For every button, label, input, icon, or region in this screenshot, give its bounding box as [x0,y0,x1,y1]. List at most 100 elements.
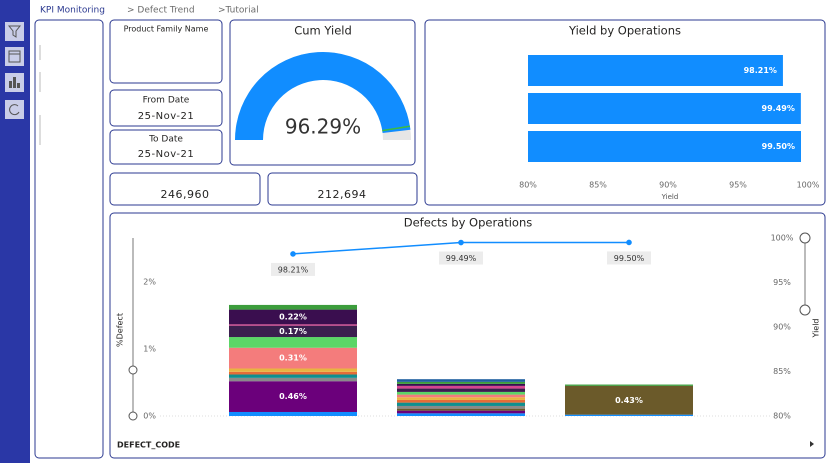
data-label: 0.46% [279,392,307,401]
data-label: 98.21% [744,66,777,75]
stack-segment [229,347,357,369]
stack-segment [397,399,525,403]
stack-segment [229,411,357,416]
stack-segment [397,388,525,392]
slicer-panel [34,19,104,459]
kpi-card [109,172,261,206]
stack-segment [397,408,525,411]
refresh-icon[interactable] [5,100,24,119]
data-label: 0.22% [279,312,307,321]
stack-segment [229,374,357,378]
stack-segment [397,394,525,398]
y-tick-label: 2% [143,278,156,287]
data-label: 98.21% [278,265,309,274]
slicer-label: Product Family Name [124,25,209,34]
stack-segment [397,391,525,395]
hbar-chart: 80% 85% 90% 95% 100% 98.21% 99.49% 99.50% [519,55,820,190]
label-bg [439,251,483,265]
stack-segment [397,385,525,389]
chart-icon[interactable] [5,73,24,92]
stack-segment [229,325,357,338]
slicer-label: From Date [143,96,190,106]
slider-handle[interactable] [799,232,811,244]
slider-handle[interactable] [128,411,138,421]
stack-segment [397,397,525,400]
x-axis-label: Yield [661,193,679,201]
y-tick-label: 1% [143,345,156,354]
y2-tick-label: 90% [773,323,791,332]
stack-segment [229,377,357,382]
stack-segment [229,324,357,326]
bar [528,131,801,162]
card-value: 246,960 [161,188,210,201]
x-tick-label: 95% [729,181,747,190]
stack-segment [565,385,693,415]
sidebar [0,0,30,463]
gauge-target [382,125,411,132]
kpi-card [267,172,418,206]
stack-segment [565,384,693,386]
nav-link[interactable]: >Tutorial [218,6,259,16]
gauge-value: 96.29% [285,115,361,139]
data-label: 99.50% [762,142,795,151]
stack-segment [397,379,525,382]
card-value: 212,694 [318,188,367,201]
stack-segment [229,309,357,325]
stack-segment [397,410,525,414]
nav-link[interactable]: > Defect Trend [127,6,195,16]
y-tick-label: 0% [143,412,156,421]
slicer-value: 25-Nov-21 [138,111,194,122]
line-point [626,239,632,246]
gauge-panel [229,19,416,166]
stack-segment [397,402,525,406]
from-date-slicer[interactable] [109,89,223,127]
x-tick-label: 85% [589,181,607,190]
data-label: 0.43% [615,396,643,405]
chart-title: Defects by Operations [404,216,533,230]
x-tick-label: 90% [659,181,677,190]
defects-panel [109,212,826,459]
gauge-fill [235,52,411,141]
sidebar-gap [30,0,33,463]
bar [528,55,783,86]
y2-tick-label: 95% [773,278,791,287]
slicer-value: 25-Nov-21 [138,149,194,160]
nav-link[interactable]: KPI Monitoring [40,6,105,16]
slicer-label: To Date [148,135,183,145]
chart-title: Cum Yield [294,24,352,38]
product-family-slicer[interactable] [109,19,223,84]
calendar-icon[interactable] [5,47,24,66]
bar [528,93,801,124]
filter-icon[interactable] [5,22,24,41]
y2-tick-label: 100% [771,234,794,243]
y2-tick-label: 85% [773,367,791,376]
slider-handle[interactable] [799,304,811,316]
data-label: 99.50% [614,254,645,263]
combo-chart: 0% 1% 2% 80% 85% 90% 95% 100% 0.46% 0.43% 0.31% 0.1… [143,234,794,421]
y2-tick-label: 80% [773,412,791,421]
slider-handle[interactable] [128,365,138,375]
stack-segment [397,383,525,386]
label-bg [271,262,315,276]
label-bg [607,251,651,265]
data-label: 0.31% [279,354,307,363]
stack-segment [397,381,525,384]
scroll-arrow[interactable] [810,441,814,447]
x-axis-label: DEFECT_CODE [117,441,180,450]
chart-title: Yield by Operations [568,24,681,38]
to-date-slicer[interactable] [109,129,223,165]
stack-segment [229,337,357,348]
data-label: 0.17% [279,327,307,336]
gauge [235,52,411,141]
data-label: 99.49% [762,104,795,113]
x-tick-label: 100% [797,181,820,190]
stack-segment [229,368,357,372]
stack-segment [565,414,693,416]
x-tick-label: 80% [519,181,537,190]
stack-segment [229,304,357,310]
stack-segment [229,381,357,412]
y-axis-label: %Defect [116,313,125,347]
line-point [458,239,464,246]
stack-segment [397,405,525,409]
